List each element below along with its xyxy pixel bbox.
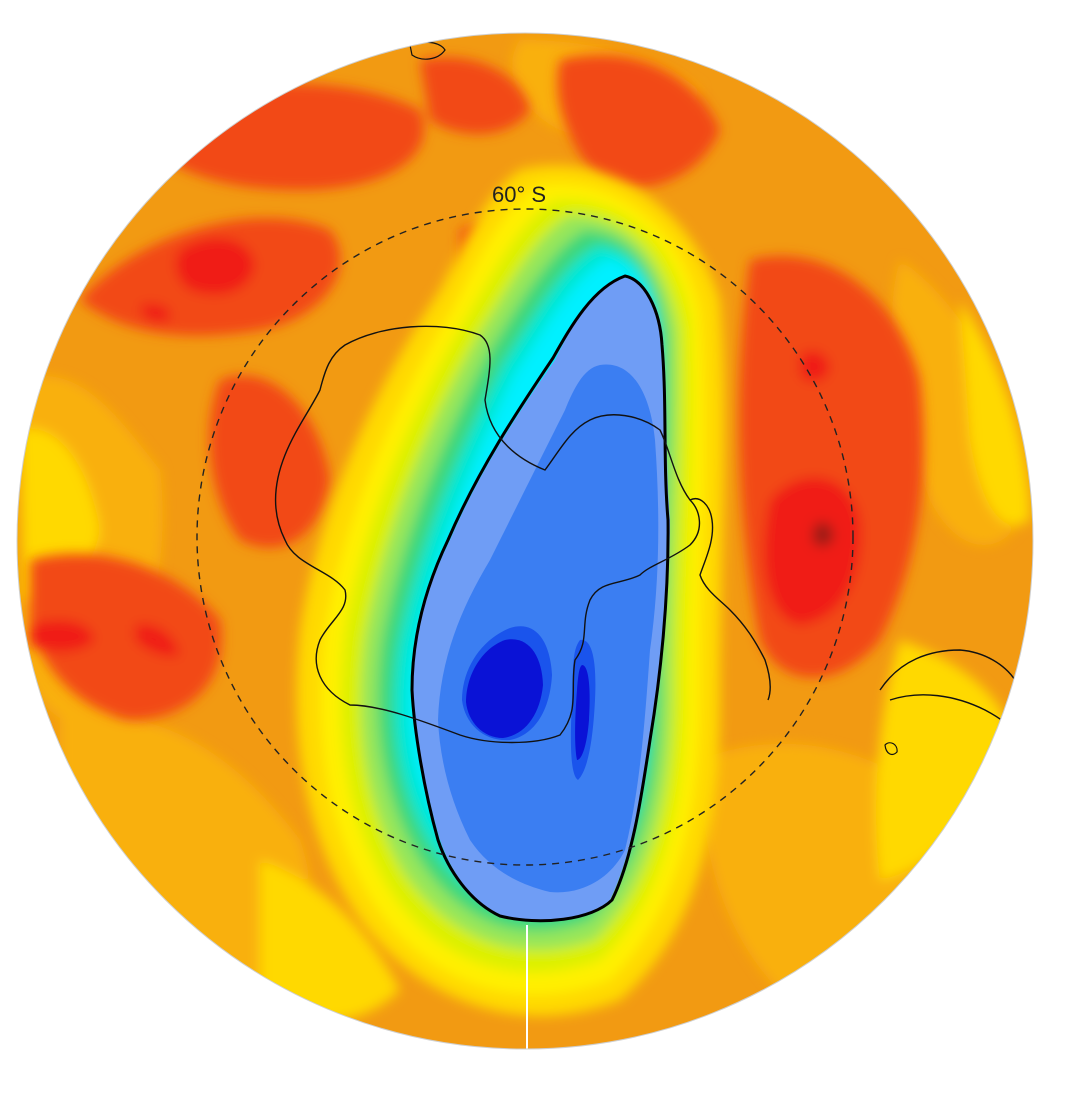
amber-region [60, 716, 312, 1040]
red-region [140, 303, 171, 322]
deep-blue-region [575, 665, 590, 760]
red-orange-region [209, 375, 330, 548]
island-coastline [884, 742, 898, 755]
ozone-hole-contour [410, 274, 670, 923]
red-orange-region [30, 553, 222, 720]
yellow-region [960, 300, 1030, 526]
red-region [175, 238, 255, 295]
map-disk-outline [16, 32, 1034, 1050]
red-orange-region [420, 57, 530, 134]
red-region [135, 624, 180, 657]
red-region [800, 350, 830, 382]
mid-blue-region [438, 364, 659, 893]
latitude-label-60s: 60° S [492, 182, 546, 207]
red-orange-region [557, 54, 720, 188]
red-orange-region [120, 83, 424, 190]
latitude-circle-60s [196, 208, 854, 866]
red-region [764, 477, 861, 625]
antarctica-coastline [274, 325, 701, 744]
red-region [30, 620, 95, 652]
yellow-region [876, 640, 1010, 880]
deep-blue-region [466, 639, 543, 738]
antarctic-peninsula-coastline [689, 498, 771, 701]
dark-red-region [812, 522, 834, 547]
yellow-region [260, 860, 400, 1022]
